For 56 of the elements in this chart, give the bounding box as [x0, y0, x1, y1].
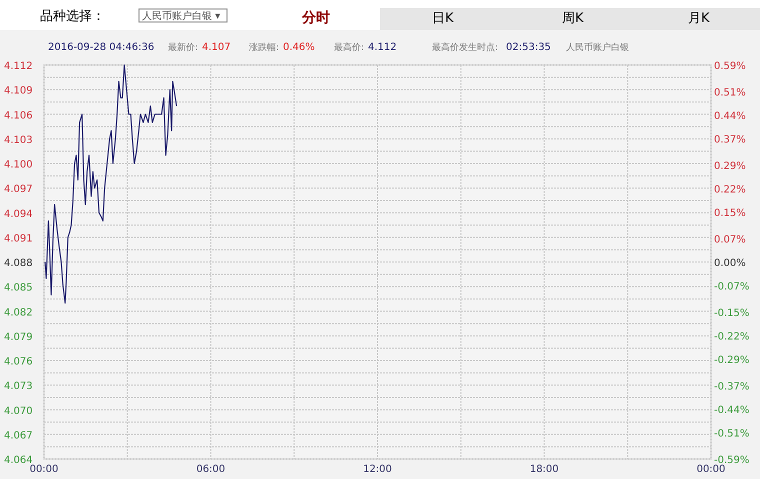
- y-tick-label: 4.076: [4, 356, 33, 368]
- y2-tick-label: -0.51%: [714, 428, 750, 440]
- y2-tick-label: 0.22%: [714, 184, 746, 196]
- text: 最高价发生时点:: [432, 42, 498, 53]
- text: 4.112: [368, 42, 397, 53]
- y2-tick-label: 0.37%: [714, 134, 746, 146]
- y2-tick-label: -0.59%: [714, 455, 750, 466]
- y-tick-label: 4.100: [4, 160, 33, 170]
- text: 分时: [301, 10, 330, 26]
- y2-tick-label: -0.29%: [714, 354, 750, 366]
- y2-tick-label: -0.15%: [714, 308, 750, 320]
- text: 日K: [432, 11, 454, 26]
- text: 02:53:35: [506, 42, 551, 53]
- x-tick-label: 06:00: [196, 464, 226, 475]
- y2-tick-label: 0.07%: [714, 234, 746, 246]
- text: 0.46%: [283, 42, 315, 53]
- y2-tick-label: -0.44%: [714, 404, 750, 416]
- y2-tick-label: 0.15%: [714, 208, 746, 219]
- chart-title: 人民币账户白银: [566, 42, 629, 53]
- x-tick-label: 18:00: [530, 464, 559, 475]
- text: 4.107: [202, 42, 231, 53]
- line-series: [44, 64, 178, 304]
- y2-tick-label: 0.44%: [714, 111, 746, 122]
- y-tick-label: 4.088: [4, 258, 33, 269]
- y2-tick-label: 0.59%: [714, 61, 746, 72]
- y-tick-label: 4.079: [4, 332, 33, 343]
- y-tick-label: 4.097: [4, 184, 33, 196]
- y-tick-label: 4.067: [4, 430, 33, 442]
- y-tick-label: 4.085: [4, 282, 33, 294]
- y-tick-label: 4.106: [4, 110, 33, 122]
- y-tick-label: 4.109: [4, 86, 33, 97]
- y-tick-label: 4.064: [4, 455, 33, 466]
- text: 涨跌幅:: [249, 42, 280, 53]
- y2-tick-label: -0.07%: [714, 281, 750, 292]
- y-tick-label: 4.073: [4, 381, 33, 392]
- x-tick-label: 00:00: [696, 464, 726, 475]
- y2-tick-label: 0.29%: [714, 161, 746, 172]
- x-tick-label: 12:00: [363, 464, 392, 475]
- y2-tick-label: 0.51%: [714, 88, 746, 99]
- text: 最新价:: [168, 42, 198, 53]
- text: 月K: [688, 11, 710, 26]
- y-tick-label: 4.094: [4, 208, 33, 220]
- y-tick-label: 4.082: [4, 307, 33, 318]
- text: 人民币账户白银 ▾: [142, 10, 220, 22]
- y-tick-label: 4.112: [4, 61, 33, 72]
- text: 最高价:: [334, 42, 364, 53]
- text: 品种选择：: [40, 9, 105, 24]
- y2-tick-label: -0.37%: [714, 382, 750, 393]
- y-tick-label: 4.091: [4, 233, 33, 244]
- y-tick-label: 4.070: [4, 406, 33, 417]
- y-tick-label: 4.103: [4, 134, 33, 146]
- x-tick-label: 00:00: [30, 464, 58, 475]
- y2-tick-label: -0.22%: [714, 331, 750, 342]
- text: 周K: [562, 11, 584, 26]
- y2-tick-label: 0.00%: [714, 258, 746, 269]
- text: 2016-09-28 04:46:36: [48, 42, 154, 53]
